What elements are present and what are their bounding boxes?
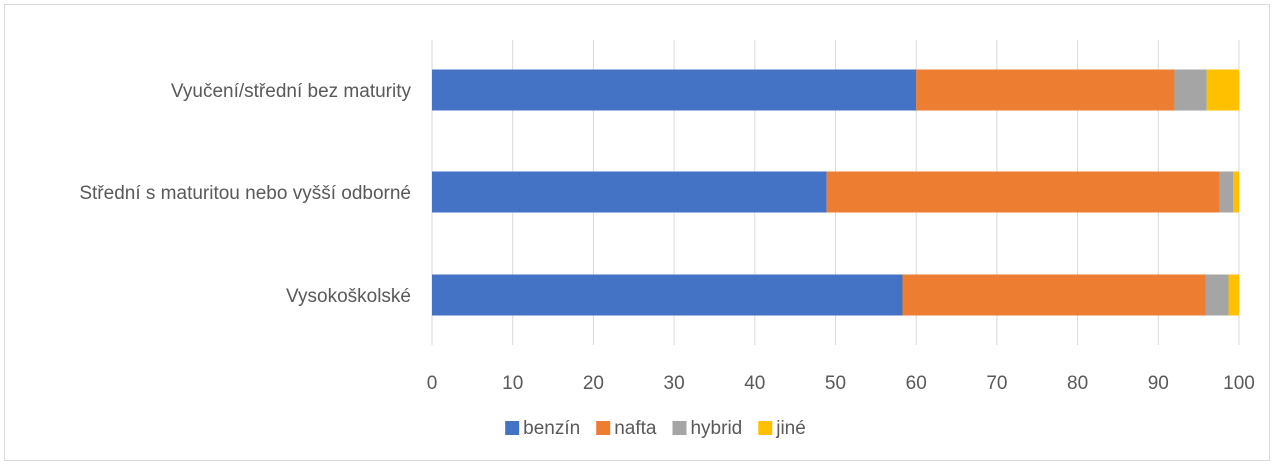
legend-swatch-1 (505, 421, 520, 435)
category-label-2: Střední s maturitou nebo vyšší odborné (79, 183, 411, 204)
legend-swatch-2 (596, 421, 611, 435)
bar-2-row-1 (916, 69, 1175, 111)
bar-3-row-2 (1219, 171, 1234, 213)
x-tick-label-80: 80 (1067, 373, 1088, 394)
bar-4-row-2 (1233, 171, 1239, 213)
x-tick-label-50: 50 (825, 373, 846, 394)
x-tick-label-100: 100 (1223, 373, 1255, 394)
x-tick-label-70: 70 (986, 373, 1007, 394)
category-label-1: Vyučení/střední bez maturity (171, 81, 412, 102)
x-axis-tick-labels: 0 10 20 30 40 50 60 70 80 90 100 (427, 373, 1255, 394)
legend-label-3: hybrid (690, 418, 742, 439)
x-tick-label-30: 30 (664, 373, 685, 394)
legend-label-2: nafta (614, 418, 657, 439)
x-tick-label-40: 40 (744, 373, 765, 394)
category-labels: Vyučení/střední bez maturity Střední s ma… (79, 81, 411, 307)
category-label-3: Vysokoškolské (286, 286, 411, 307)
bar-1-row-2 (432, 171, 827, 213)
x-tick-label-90: 90 (1148, 373, 1169, 394)
bar-2-row-3 (902, 274, 1206, 316)
bar-4-row-3 (1228, 274, 1239, 316)
x-tick-label-20: 20 (583, 373, 604, 394)
x-tick-label-10: 10 (502, 373, 523, 394)
x-tick-label-0: 0 (427, 373, 438, 394)
bar-3-row-1 (1174, 69, 1207, 111)
x-tick-label-60: 60 (906, 373, 927, 394)
legend-label-1: benzín (523, 418, 580, 439)
bar-1-row-3 (432, 274, 903, 316)
bar-1-row-1 (432, 69, 917, 111)
bars (432, 69, 1239, 316)
bar-4-row-1 (1206, 69, 1239, 111)
legend-label-4: jiné (775, 418, 806, 439)
legend: benzín nafta hybrid jiné (505, 418, 806, 439)
legend-swatch-3 (672, 421, 687, 435)
bar-2-row-2 (826, 171, 1220, 213)
legend-swatch-4 (758, 421, 773, 435)
bar-3-row-3 (1205, 274, 1229, 316)
